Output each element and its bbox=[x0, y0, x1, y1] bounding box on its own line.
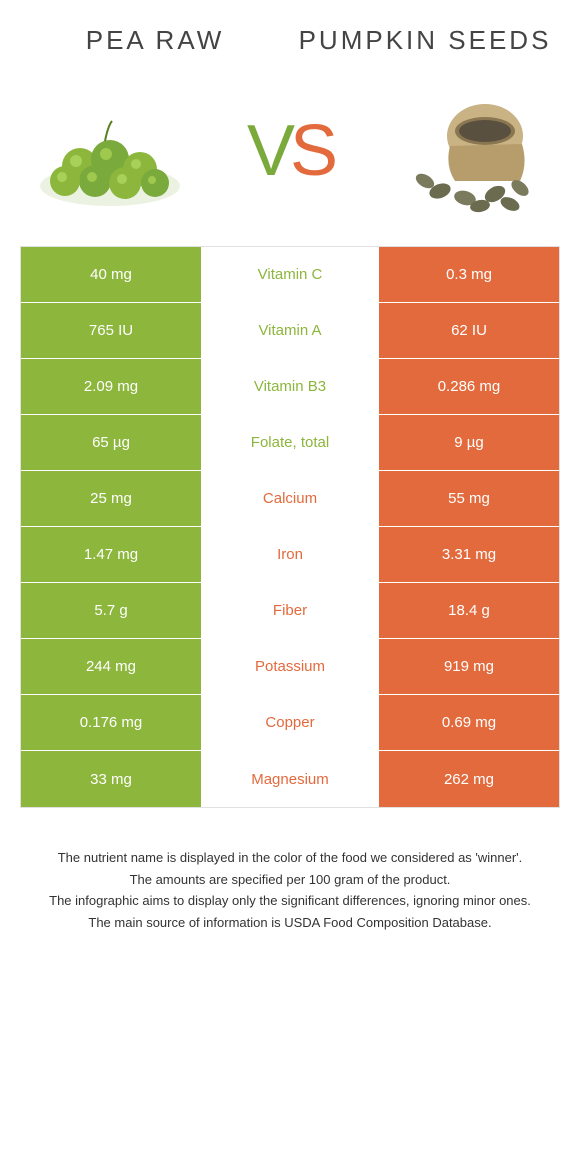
right-value-cell: 55 mg bbox=[379, 471, 559, 526]
table-row: 765 IUVitamin A62 IU bbox=[21, 303, 559, 359]
nutrient-label-cell: Copper bbox=[201, 695, 379, 750]
table-row: 2.09 mgVitamin B30.286 mg bbox=[21, 359, 559, 415]
table-row: 5.7 gFiber18.4 g bbox=[21, 583, 559, 639]
seeds-icon bbox=[390, 86, 550, 216]
left-value-cell: 40 mg bbox=[21, 247, 201, 302]
footer-line-1: The nutrient name is displayed in the co… bbox=[30, 848, 550, 868]
nutrient-label-cell: Calcium bbox=[201, 471, 379, 526]
peas-icon bbox=[30, 91, 190, 211]
nutrient-label-cell: Vitamin B3 bbox=[201, 359, 379, 414]
footer-line-3: The infographic aims to display only the… bbox=[30, 891, 550, 911]
table-row: 33 mgMagnesium262 mg bbox=[21, 751, 559, 807]
left-value-cell: 2.09 mg bbox=[21, 359, 201, 414]
left-value-cell: 33 mg bbox=[21, 751, 201, 807]
left-value-cell: 765 IU bbox=[21, 303, 201, 358]
left-value-cell: 25 mg bbox=[21, 471, 201, 526]
right-value-cell: 0.3 mg bbox=[379, 247, 559, 302]
right-value-cell: 0.69 mg bbox=[379, 695, 559, 750]
nutrient-label-cell: Vitamin A bbox=[201, 303, 379, 358]
right-value-cell: 62 IU bbox=[379, 303, 559, 358]
nutrient-label-cell: Fiber bbox=[201, 583, 379, 638]
table-row: 244 mgPotassium919 mg bbox=[21, 639, 559, 695]
pumpkin-seeds-image bbox=[390, 86, 550, 216]
right-title-col: pumpkin seeds bbox=[290, 25, 560, 56]
nutrient-label-cell: Potassium bbox=[201, 639, 379, 694]
right-food-title: pumpkin seeds bbox=[290, 25, 560, 56]
right-value-cell: 18.4 g bbox=[379, 583, 559, 638]
nutrient-label-cell: Magnesium bbox=[201, 751, 379, 807]
right-value-cell: 9 µg bbox=[379, 415, 559, 470]
right-value-cell: 3.31 mg bbox=[379, 527, 559, 582]
vs-s: S bbox=[290, 111, 333, 191]
footer-line-4: The main source of information is USDA F… bbox=[30, 913, 550, 933]
table-row: 0.176 mgCopper0.69 mg bbox=[21, 695, 559, 751]
table-row: 25 mgCalcium55 mg bbox=[21, 471, 559, 527]
footer-notes: The nutrient name is displayed in the co… bbox=[0, 808, 580, 932]
vs-v: V bbox=[247, 111, 290, 191]
left-title-col: pea raw bbox=[20, 25, 290, 56]
footer-line-2: The amounts are specified per 100 gram o… bbox=[30, 870, 550, 890]
left-value-cell: 0.176 mg bbox=[21, 695, 201, 750]
table-row: 40 mgVitamin C0.3 mg bbox=[21, 247, 559, 303]
header-row: pea raw pumpkin seeds bbox=[0, 0, 580, 66]
left-value-cell: 5.7 g bbox=[21, 583, 201, 638]
table-row: 1.47 mgIron3.31 mg bbox=[21, 527, 559, 583]
right-value-cell: 919 mg bbox=[379, 639, 559, 694]
right-value-cell: 262 mg bbox=[379, 751, 559, 807]
nutrient-label-cell: Folate, total bbox=[201, 415, 379, 470]
pea-image bbox=[30, 86, 190, 216]
left-food-title: pea raw bbox=[20, 25, 290, 56]
table-row: 65 µgFolate, total9 µg bbox=[21, 415, 559, 471]
left-value-cell: 65 µg bbox=[21, 415, 201, 470]
left-value-cell: 1.47 mg bbox=[21, 527, 201, 582]
nutrient-table: 40 mgVitamin C0.3 mg765 IUVitamin A62 IU… bbox=[20, 246, 560, 808]
right-value-cell: 0.286 mg bbox=[379, 359, 559, 414]
nutrient-label-cell: Iron bbox=[201, 527, 379, 582]
vs-label: VS bbox=[247, 110, 333, 192]
images-row: VS bbox=[0, 66, 580, 246]
left-value-cell: 244 mg bbox=[21, 639, 201, 694]
nutrient-label-cell: Vitamin C bbox=[201, 247, 379, 302]
